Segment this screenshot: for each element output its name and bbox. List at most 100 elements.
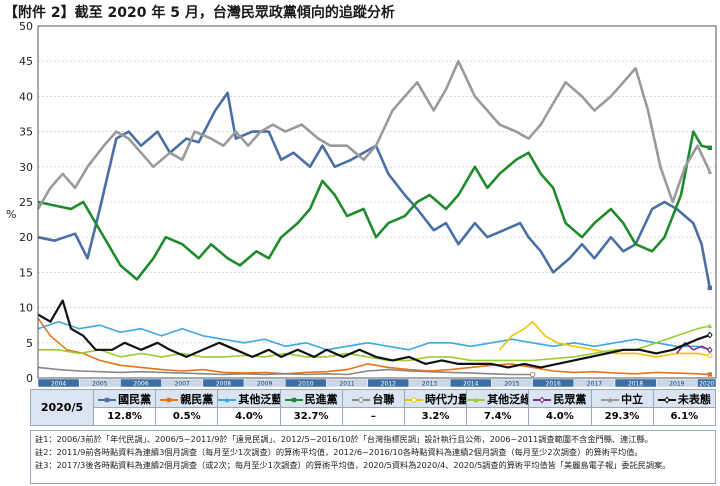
legend-swatch (284, 397, 303, 402)
legend-entry: 其他泛藍 (217, 389, 281, 408)
series-民進黨 (37, 130, 713, 281)
y-tick-label: 0 (26, 372, 33, 385)
year-label: 2005 (92, 381, 107, 388)
legend-entry: 未表態 (652, 389, 717, 408)
page-title: 【附件 2】截至 2020 年 5 月，台灣民眾政黨傾向的追蹤分析 (4, 5, 395, 21)
series-line (36, 59, 711, 210)
series-親民黨 (37, 317, 713, 377)
series-line (37, 366, 533, 376)
series-line (499, 320, 710, 358)
year-label: 2018 (628, 381, 643, 388)
legend-swatch (218, 396, 237, 402)
footnotes: 註1：2006/3前於「年代民調」、2006/5~2011/9於「遠見民調」、2… (30, 430, 716, 484)
legend-swatch (352, 396, 371, 403)
legend-entry: 台聯 (341, 389, 405, 408)
legend-entry-value: 4.0% (217, 407, 281, 426)
data-point (167, 397, 172, 402)
legend-entry: 時代力量 (403, 389, 468, 408)
data-point (607, 396, 613, 402)
series-其他泛綠 (38, 323, 713, 362)
year-label: 2012 (381, 381, 396, 388)
series-民眾黨 (676, 341, 713, 354)
legend-entry-value: 4.0% (528, 407, 592, 426)
year-label: 2013 (422, 381, 437, 388)
data-point (707, 145, 713, 150)
footnote-2: 註2：2011/9前各時點資料為連續3個月調查（每月至少1次調查）的算術平均值，… (35, 447, 643, 457)
data-point (707, 285, 713, 291)
series-line (37, 130, 711, 281)
legend-entry-value: 0.5% (155, 407, 219, 426)
legend-entry-name: 其他泛綠 (487, 392, 529, 406)
data-point (104, 397, 110, 402)
year-label: 2015 (504, 381, 519, 388)
legend-entry-value: 6.1% (652, 407, 717, 426)
legend-swatch (160, 397, 179, 402)
legend-entry-value: 29.3% (590, 407, 654, 426)
series-台聯 (37, 366, 536, 378)
data-point (706, 331, 713, 339)
year-label: 2006 (133, 381, 148, 388)
legend-entry: 中立 (590, 389, 654, 408)
data-point (707, 352, 713, 359)
series-其他泛藍 (37, 320, 713, 353)
data-point (706, 346, 713, 354)
footnote-1: 註1：2006/3前於「年代民調」、2006/5~2011/9於「遠見民調」、2… (35, 434, 653, 444)
data-point (473, 396, 479, 402)
year-label: 2014 (463, 381, 478, 388)
y-tick-label: 20 (19, 231, 33, 244)
series-line (676, 341, 711, 354)
y-tick-label: 30 (19, 161, 33, 174)
legend-entry: 親民黨 (155, 389, 219, 408)
data-point (291, 397, 296, 402)
legend-period-label: 2020/5 (30, 389, 94, 426)
y-tick-label: 45 (19, 55, 33, 68)
year-label: 2017 (587, 381, 602, 388)
y-tick-label: 10 (19, 302, 33, 315)
legend-entry-name: 時代力量 (424, 392, 467, 406)
chart-grid (38, 25, 716, 379)
x-axis-periods: 2004 2005 2006 2007 2008 2009 2010 2011 2012 2013… (37, 378, 717, 388)
data-point (411, 396, 417, 403)
legend-entry: 其他泛綠 (466, 389, 530, 408)
legend-swatch (533, 396, 552, 403)
year-label: 2016 (546, 381, 561, 388)
data-point (529, 371, 536, 378)
legend-entry-value: 7.4% (466, 407, 530, 426)
legend-entry-value: 12.8% (92, 407, 157, 426)
series-line (37, 317, 710, 376)
legend-entry-value: – (341, 407, 405, 426)
legend-entry-value: 3.2% (403, 407, 468, 426)
y-axis-ticks: 0 5 10 15 20 25 30 35 40 45 50 (19, 20, 33, 385)
legend-entry-name: 其他泛藍 (238, 392, 281, 406)
legend-table: 2020/5 國民黨 親民黨 其他泛藍 民進黨 台聯 時代力量 其他泛綠 民眾黨 中立 未表態 1… (30, 389, 717, 426)
year-label: 2011 (339, 381, 354, 388)
y-tick-label: 5 (26, 337, 33, 350)
year-label: 2007 (175, 381, 190, 388)
legend-entry: 民進黨 (279, 389, 343, 408)
data-point (707, 372, 713, 377)
legend-swatch (657, 396, 676, 403)
year-label: 2010 (298, 381, 313, 388)
y-tick-label: 25 (19, 196, 33, 209)
legend-swatch (601, 396, 620, 402)
legend-swatch (467, 396, 486, 402)
series-lines (36, 59, 713, 378)
data-point (707, 169, 713, 174)
plot-frame (37, 25, 717, 379)
legend-entry-name: 台聯 (372, 392, 395, 406)
legend-entry-name: 親民黨 (180, 392, 214, 406)
y-tick-label: 35 (19, 126, 33, 139)
series-中立 (36, 59, 713, 210)
y-tick-label: 15 (19, 266, 33, 279)
data-point (663, 396, 670, 403)
year-label: 2020 (699, 381, 714, 388)
legend-entry-value: 32.7% (279, 407, 343, 426)
series-國民黨 (37, 91, 713, 291)
legend-entry-name: 民進黨 (304, 392, 338, 406)
legend-entry-name: 未表態 (677, 392, 711, 406)
legend-entry-name: 民眾黨 (553, 392, 587, 406)
year-label: 2008 (216, 381, 231, 388)
y-tick-label: 50 (19, 20, 33, 33)
y-axis-label: % (6, 208, 16, 221)
data-point (225, 396, 230, 402)
